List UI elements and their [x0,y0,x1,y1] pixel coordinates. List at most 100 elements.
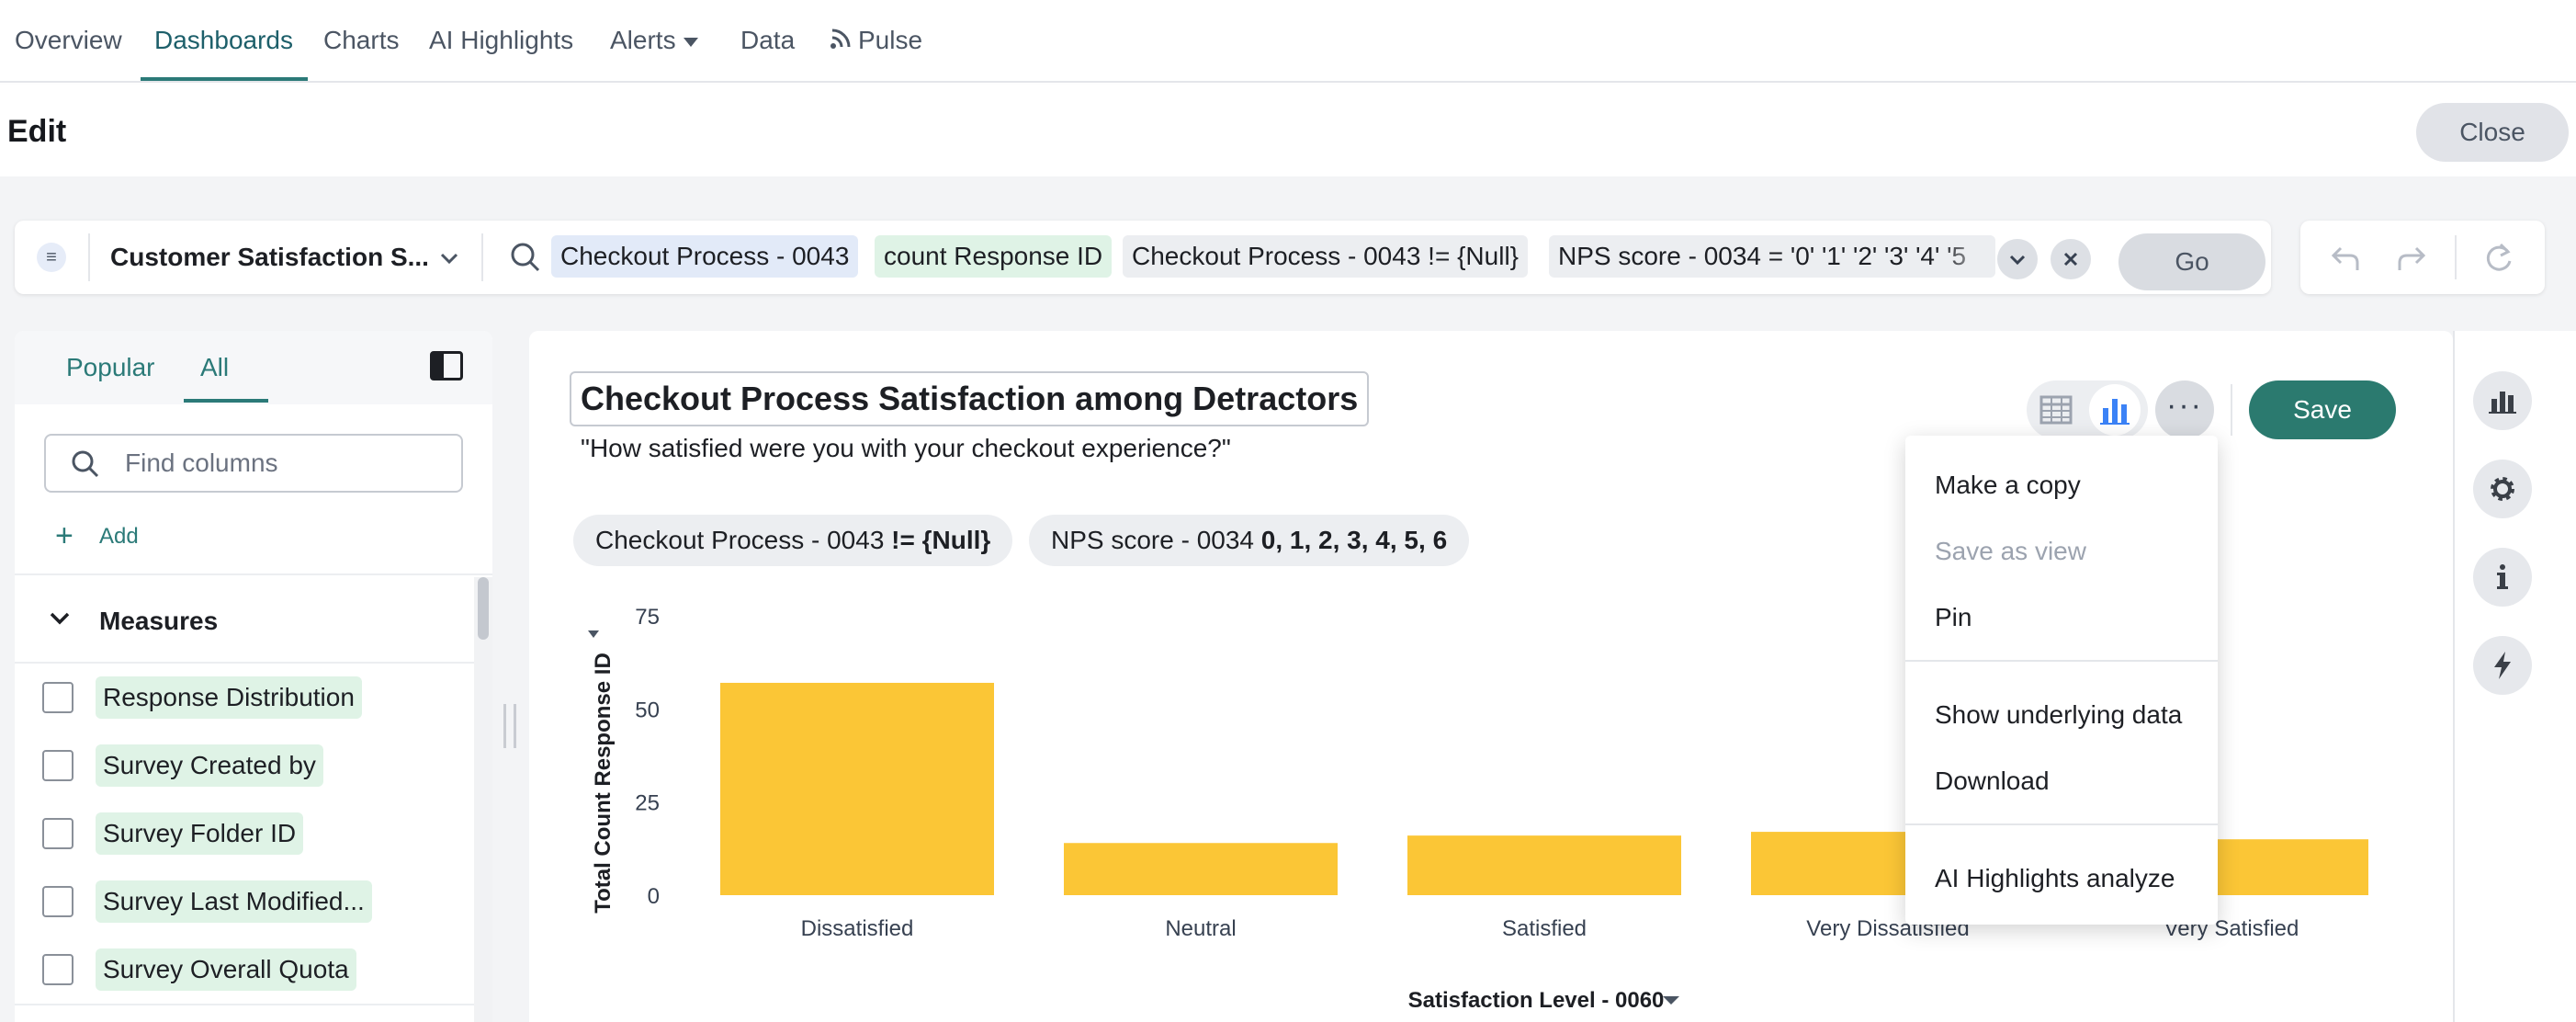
checkbox[interactable] [42,750,73,781]
go-button[interactable]: Go [2118,233,2265,290]
list-item[interactable]: Response Distribution [15,665,474,733]
caret-down-icon [1663,996,1679,1005]
expand-chevron-icon[interactable] [1997,239,2038,279]
page-title: Edit [7,114,67,149]
collapse-panel-icon[interactable] [430,351,463,380]
bar-chart-icon [2100,399,2130,425]
y-tick-label: 50 [635,698,660,722]
column-chip[interactable]: Survey Created by [96,744,323,787]
menu-item-save-as-view: Save as view [1935,537,2086,565]
reset-icon[interactable] [2480,239,2517,276]
info-button[interactable] [2473,548,2532,607]
nav-alerts[interactable]: Alerts [610,26,698,55]
chart-type-button[interactable] [2473,371,2532,430]
menu-item-ai-highlights-analyze[interactable]: AI Highlights analyze [1935,864,2175,892]
filter-field: Checkout Process - 0043 [595,526,885,554]
y-tick-label: 25 [635,791,660,816]
list-item[interactable]: Survey Last Modified... [15,869,474,937]
close-icon [2063,252,2078,267]
list-item[interactable]: Survey Overall Quota [15,937,474,1005]
y-tick-label: 0 [648,884,660,909]
search-icon [72,450,99,478]
columns-panel: Popular All + Add Measures Response Dist… [15,331,492,1022]
filter-chip[interactable]: Checkout Process - 0043 != {Null} [573,515,1013,566]
nav-overview[interactable]: Overview [15,26,122,54]
nav-alerts-label: Alerts [610,26,676,54]
redo-icon[interactable] [2392,239,2429,276]
edit-bar: Edit Close [0,85,2576,176]
filter-field: NPS score - 0034 [1051,526,1254,554]
workspace: ≡ Customer Satisfaction S... Checkout Pr… [0,176,2576,1022]
right-rail [2453,331,2576,1022]
chart-description[interactable]: "How satisfied were you with your checko… [581,434,1231,462]
close-button[interactable]: Close [2416,103,2569,162]
checkbox[interactable] [42,818,73,849]
undo-icon[interactable] [2328,239,2365,276]
ai-highlights-button[interactable] [2473,636,2532,695]
tab-all[interactable]: All [200,353,230,381]
query-chip-filter-nps[interactable]: NPS score - 0034 = '0' '1' '2' '3' '4' '… [1549,235,1995,278]
menu-item-make-copy[interactable]: Make a copy [1935,471,2081,499]
filter-value: 0, 1, 2, 3, 4, 5, 6 [1260,526,1448,554]
menu-item-pin[interactable]: Pin [1935,603,1972,631]
save-button[interactable]: Save [2249,380,2396,439]
bar [720,682,994,895]
checkbox[interactable] [42,886,73,917]
clear-query-icon[interactable] [2051,239,2091,279]
bar-chart-icon [2489,392,2516,414]
filter-chip[interactable]: NPS score - 0034 0, 1, 2, 3, 4, 5, 6 [1029,515,1470,566]
bar [1064,843,1338,895]
scrollbar[interactable] [474,577,492,1022]
list-item[interactable]: Survey Folder ID [15,801,474,869]
chevron-down-icon[interactable] [437,246,461,270]
query-chip-measure[interactable]: count Response ID [875,235,1113,278]
x-tick-label: Dissatisfied [801,916,914,941]
nav-pulse-label: Pulse [858,26,923,54]
table-view-icon[interactable] [2039,393,2073,426]
column-chip[interactable]: Response Distribution [96,676,362,719]
caret-down-icon [588,630,599,638]
y-tick-label: 75 [635,605,660,630]
divider [88,233,90,281]
divider [15,1004,474,1005]
tab-popular[interactable]: Popular [66,353,155,381]
plus-icon[interactable]: + [55,518,73,553]
settings-button[interactable] [2473,460,2532,518]
nav-dashboards[interactable]: Dashboards [154,26,293,54]
scrollbar-thumb[interactable] [478,577,489,640]
checkbox[interactable] [42,682,73,713]
chart-view-button[interactable] [2089,384,2141,436]
divider [15,662,474,664]
more-options-button[interactable]: ··· [2155,380,2214,439]
panel-resize-handle[interactable] [503,704,516,748]
find-columns-input[interactable] [44,434,463,493]
menu-item-download[interactable]: Download [1935,766,2050,795]
columns-tabs: Popular All [15,331,492,404]
nav-ai-highlights[interactable]: AI Highlights [429,26,574,54]
divider [481,233,483,281]
measures-section-header[interactable]: Measures [15,596,474,651]
filter-value: != {Null} [891,526,991,554]
active-tab-indicator [184,399,268,403]
data-source-selector[interactable]: Customer Satisfaction S... [110,243,429,271]
menu-item-show-underlying-data[interactable]: Show underlying data [1935,700,2183,729]
checkbox[interactable] [42,954,73,985]
column-chip[interactable]: Survey Folder ID [96,812,304,855]
menu-toggle-icon[interactable]: ≡ [37,243,66,272]
column-chip[interactable]: Survey Overall Quota [96,948,356,991]
x-axis-label: Satisfaction Level - 0060 [1408,988,1665,1013]
caret-down-icon [683,37,698,47]
info-icon [2497,564,2508,589]
chart-title-input[interactable]: Checkout Process Satisfaction among Detr… [570,371,1370,426]
divider [2455,235,2457,279]
list-item[interactable]: Survey Created by [15,733,474,801]
nav-data[interactable]: Data [740,26,796,54]
query-chip-filter[interactable]: Checkout Process - 0043 != {Null} [1123,235,1529,278]
query-chip-attribute[interactable]: Checkout Process - 0043 [551,235,859,278]
nav-pulse[interactable]: Pulse [829,26,922,55]
nav-charts[interactable]: Charts [323,26,400,54]
column-chip[interactable]: Survey Last Modified... [96,880,372,923]
chevron-down-icon [50,612,70,625]
divider [15,573,492,575]
add-column-button[interactable]: Add [99,524,139,549]
